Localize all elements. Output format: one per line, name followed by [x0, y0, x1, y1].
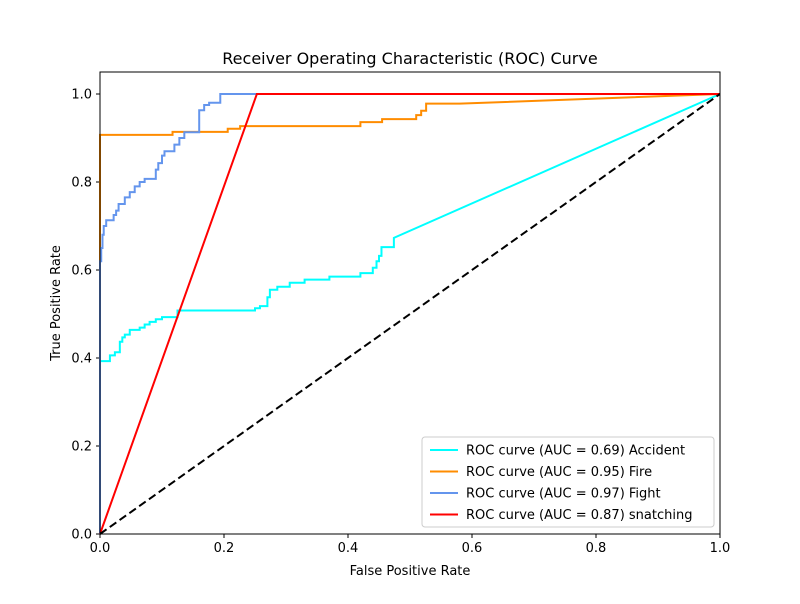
- axis-ticks: 0.0 0.2 0.4 0.6 0.8 1.0 0.0 0.2 0.4 0.6 0.8 1.0: [71, 88, 730, 557]
- y-tick-label: 0.0: [71, 528, 92, 543]
- y-tick-label: 1.0: [71, 88, 92, 103]
- plot-frame: [99, 71, 721, 535]
- legend-label-3: ROC curve (AUC = 0.87) snatching: [466, 508, 692, 523]
- legend-label-0: ROC curve (AUC = 0.69) Accident: [466, 444, 685, 459]
- legend-label-2: ROC curve (AUC = 0.97) Fight: [466, 487, 661, 502]
- x-tick-label: 1.0: [710, 541, 731, 556]
- series-layer: [99, 93, 721, 535]
- y-tick-label: 0.8: [71, 176, 92, 191]
- chance-diagonal-line: [99, 93, 721, 535]
- series-line-3: [99, 93, 720, 535]
- y-tick-label: 0.4: [71, 352, 92, 367]
- x-tick-label: 0.8: [586, 541, 607, 556]
- legend-label-1: ROC curve (AUC = 0.95) Fire: [466, 465, 652, 480]
- legend: ROC curve (AUC = 0.69) Accident ROC curve…: [421, 436, 715, 528]
- x-tick-label: 0.2: [214, 541, 235, 556]
- legend-box: [421, 436, 715, 528]
- y-tick-label: 0.2: [71, 440, 92, 455]
- y-axis-label: True Positive Rate: [49, 245, 64, 362]
- x-axis-label: False Positive Rate: [350, 564, 471, 579]
- x-tick-label: 0.4: [338, 541, 359, 556]
- series-line-0: [99, 93, 721, 534]
- series-line-2: [99, 93, 720, 534]
- x-tick-label: 0.0: [90, 541, 111, 556]
- series-line-1: [99, 93, 721, 534]
- x-tick-label: 0.6: [462, 541, 483, 556]
- chart-title: Receiver Operating Characteristic (ROC) …: [222, 49, 597, 68]
- y-tick-label: 0.6: [71, 264, 92, 279]
